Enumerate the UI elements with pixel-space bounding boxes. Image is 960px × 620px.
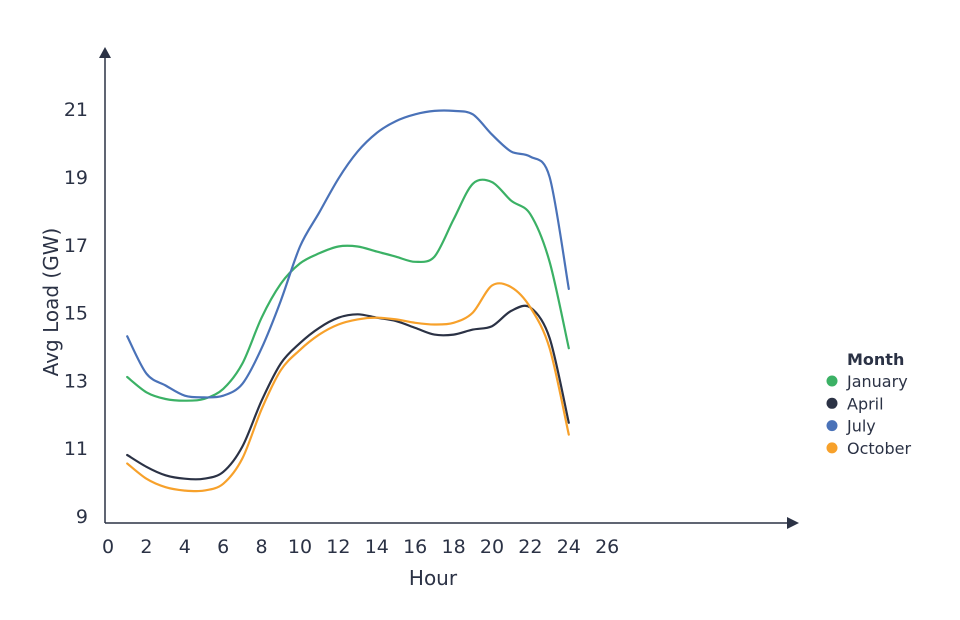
y-tick-labels: 9 11 13 15 17 19 21 <box>64 99 88 528</box>
y-tick-label: 21 <box>64 99 88 121</box>
axes <box>99 47 799 529</box>
series-line-january <box>126 178 570 402</box>
x-tick-label: 18 <box>442 536 466 558</box>
y-tick-label: 19 <box>64 167 88 189</box>
legend-marker-october-icon <box>826 442 838 454</box>
y-tick-label: 11 <box>64 438 88 460</box>
series-line-april <box>126 304 570 481</box>
x-tick-label: 0 <box>102 536 114 558</box>
y-tick-label: 15 <box>64 303 88 325</box>
x-tick-label: 12 <box>326 536 350 558</box>
legend-item-january: January <box>826 372 908 391</box>
x-tick-label: 2 <box>140 536 152 558</box>
series-line-october <box>126 282 570 493</box>
x-tick-label: 22 <box>518 536 542 558</box>
legend-marker-january-icon <box>826 375 838 387</box>
y-tick-label: 17 <box>64 235 88 257</box>
legend-label-october: October <box>847 439 911 458</box>
x-tick-label: 24 <box>557 536 581 558</box>
x-tick-label: 8 <box>256 536 268 558</box>
legend-item-april: April <box>826 394 884 413</box>
legend-label-april: April <box>847 394 884 413</box>
x-tick-label: 14 <box>365 536 389 558</box>
x-tick-label: 6 <box>217 536 229 558</box>
legend-marker-april-icon <box>826 397 838 409</box>
x-tick-label: 20 <box>480 536 504 558</box>
x-axis-arrow-icon <box>787 517 799 529</box>
x-axis-title: Hour <box>409 566 458 590</box>
y-axis-arrow-icon <box>99 47 111 58</box>
legend-marker-july-icon <box>826 420 838 432</box>
x-tick-label: 16 <box>403 536 427 558</box>
x-tick-label: 4 <box>179 536 191 558</box>
legend-label-july: July <box>846 417 876 436</box>
legend-items: January April July October <box>826 372 911 458</box>
legend: Month January April July October <box>826 350 911 458</box>
legend-title: Month <box>847 350 904 369</box>
y-tick-label: 9 <box>76 506 88 528</box>
legend-item-july: July <box>826 417 876 436</box>
x-tick-label: 26 <box>595 536 619 558</box>
x-tick-labels: 0 2 4 6 8 10 12 14 16 18 20 22 24 26 <box>102 536 619 558</box>
x-tick-label: 10 <box>288 536 312 558</box>
y-axis-title: Avg Load (GW) <box>39 228 63 377</box>
series-lines <box>126 109 570 493</box>
y-tick-label: 13 <box>64 370 88 392</box>
legend-item-october: October <box>826 439 911 458</box>
series-line-july <box>126 109 570 399</box>
legend-label-january: January <box>846 372 908 391</box>
